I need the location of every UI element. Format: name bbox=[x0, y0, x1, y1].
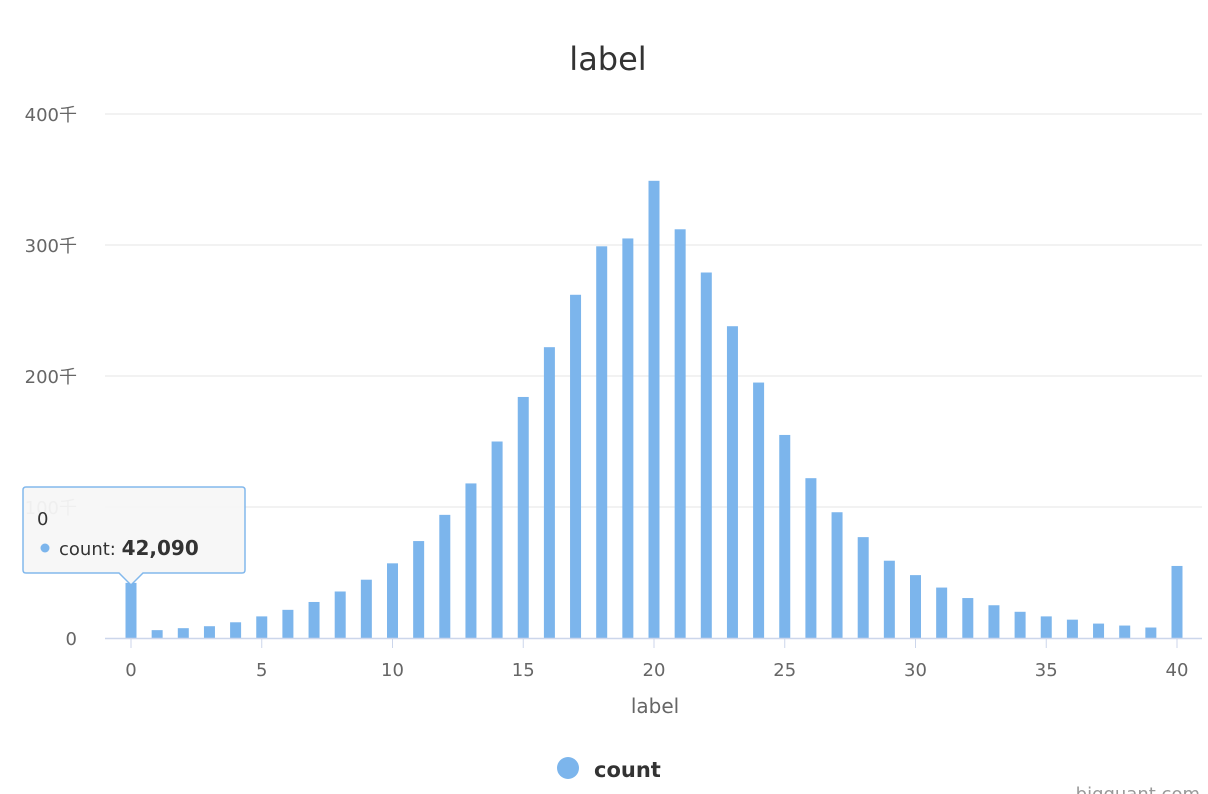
tooltip-body: count: 42,090 bbox=[59, 536, 199, 560]
bar-8[interactable] bbox=[334, 591, 346, 638]
bar-21[interactable] bbox=[674, 229, 686, 638]
bar-0[interactable] bbox=[125, 582, 137, 638]
tooltip-value: 42,090 bbox=[122, 536, 199, 560]
x-tick-label: 10 bbox=[381, 660, 404, 681]
legend-marker[interactable] bbox=[557, 757, 579, 779]
bar-39[interactable] bbox=[1145, 627, 1157, 638]
x-tick-label: 40 bbox=[1166, 660, 1189, 681]
bar-33[interactable] bbox=[988, 605, 1000, 638]
y-tick-label: 200千 bbox=[25, 367, 77, 388]
bar-34[interactable] bbox=[1014, 611, 1026, 638]
bar-20[interactable] bbox=[648, 180, 660, 638]
x-tick-label: 5 bbox=[256, 660, 267, 681]
bar-1[interactable] bbox=[151, 630, 163, 638]
bar-27[interactable] bbox=[831, 512, 843, 638]
bar-18[interactable] bbox=[596, 246, 608, 638]
tooltip: 0 count: 42,090 bbox=[22, 486, 246, 587]
bar-12[interactable] bbox=[439, 514, 451, 638]
bar-29[interactable] bbox=[883, 560, 895, 638]
bar-24[interactable] bbox=[753, 382, 765, 638]
bar-23[interactable] bbox=[726, 326, 738, 638]
bar-28[interactable] bbox=[857, 537, 869, 638]
bar-31[interactable] bbox=[936, 587, 948, 638]
tooltip-header: 0 bbox=[37, 509, 48, 530]
bar-5[interactable] bbox=[256, 616, 268, 638]
tooltip-series-label: count: bbox=[59, 539, 122, 560]
chart-title: label bbox=[569, 40, 646, 78]
bar-3[interactable] bbox=[203, 626, 215, 638]
x-tick-label: 35 bbox=[1035, 660, 1058, 681]
bar-22[interactable] bbox=[700, 272, 712, 638]
bar-2[interactable] bbox=[177, 628, 189, 638]
bar-25[interactable] bbox=[779, 434, 791, 638]
legend[interactable]: count bbox=[557, 757, 661, 782]
x-tick-label: 15 bbox=[512, 660, 535, 681]
bar-36[interactable] bbox=[1066, 619, 1078, 638]
bar-9[interactable] bbox=[360, 579, 372, 638]
bar-17[interactable] bbox=[570, 294, 582, 638]
legend-label[interactable]: count bbox=[594, 758, 661, 782]
bar-19[interactable] bbox=[622, 238, 634, 638]
x-tick-label: 25 bbox=[773, 660, 796, 681]
bar-4[interactable] bbox=[230, 622, 242, 638]
bar-6[interactable] bbox=[282, 609, 294, 638]
bar-13[interactable] bbox=[465, 483, 477, 638]
credits-link[interactable]: bigquant.com bbox=[1076, 784, 1200, 794]
bar-7[interactable] bbox=[308, 601, 320, 638]
bar-15[interactable] bbox=[517, 396, 529, 638]
bar-26[interactable] bbox=[805, 478, 817, 638]
bar-16[interactable] bbox=[543, 347, 555, 638]
tooltip-series-dot bbox=[40, 543, 50, 553]
bar-32[interactable] bbox=[962, 598, 974, 638]
bar-38[interactable] bbox=[1119, 625, 1131, 638]
x-axis-ticks: 0 5 10 15 20 25 30 35 40 bbox=[125, 638, 1188, 681]
bar-37[interactable] bbox=[1093, 623, 1105, 638]
bar-35[interactable] bbox=[1040, 616, 1052, 638]
x-axis-title: label bbox=[631, 694, 679, 718]
bar-11[interactable] bbox=[413, 541, 425, 638]
bar-14[interactable] bbox=[491, 441, 503, 639]
bar-series[interactable] bbox=[125, 180, 1183, 639]
bar-30[interactable] bbox=[910, 575, 921, 638]
x-tick-label: 0 bbox=[125, 660, 136, 681]
bar-10[interactable] bbox=[387, 563, 398, 638]
x-tick-label: 20 bbox=[643, 660, 666, 681]
y-tick-label: 300千 bbox=[25, 236, 77, 257]
tooltip-box bbox=[22, 486, 246, 587]
bar-40[interactable] bbox=[1171, 565, 1183, 638]
y-tick-label: 0 bbox=[66, 629, 77, 650]
y-tick-label: 400千 bbox=[25, 105, 77, 126]
x-tick-label: 30 bbox=[904, 660, 927, 681]
